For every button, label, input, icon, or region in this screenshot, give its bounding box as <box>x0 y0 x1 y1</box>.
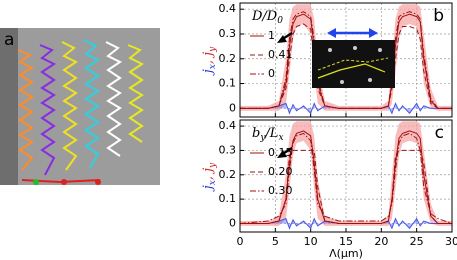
label-part: /L <box>263 126 278 141</box>
y-tick-label: 0 <box>229 216 236 229</box>
inset-track <box>317 63 386 79</box>
legend-title: D/D0 <box>251 9 283 26</box>
legend-label: 0.20 <box>268 165 293 178</box>
inset-dot <box>353 46 357 50</box>
trajectory <box>127 44 144 143</box>
subscript: y <box>259 133 266 143</box>
series-line <box>240 11 452 109</box>
x-tick-label: 0 <box>237 235 244 248</box>
legend-label: 0.41 <box>268 48 293 61</box>
plot-frame <box>239 2 453 118</box>
label-part: , <box>201 56 216 64</box>
plot-frame <box>239 119 453 233</box>
y-tick-label: 0 <box>229 101 236 114</box>
subscript: y <box>208 162 218 169</box>
inset-dot <box>368 78 372 82</box>
x-tick-label: 15 <box>339 235 353 248</box>
trajectory <box>83 39 100 169</box>
x-tick-label: 30 <box>445 235 457 248</box>
subscript: x <box>208 64 218 69</box>
marker <box>61 179 67 185</box>
label-part: j <box>201 69 216 76</box>
y-tick-label: 0.3 <box>219 143 237 156</box>
label-part: j <box>201 168 216 175</box>
label-part: j <box>201 52 216 59</box>
series-line <box>240 149 452 224</box>
legend-label: 0 <box>268 67 275 80</box>
panel-label: b <box>433 6 444 26</box>
trajectory <box>105 41 122 157</box>
x-axis-label: Λ(μm) <box>329 247 363 260</box>
trajectory <box>61 41 78 171</box>
y-tick-label: 0.1 <box>219 192 237 205</box>
y-tick-label: 0.3 <box>219 27 237 40</box>
y-axis-label: jx, jy <box>201 46 218 76</box>
inset <box>277 28 395 158</box>
legend-label: 0.30 <box>268 184 293 197</box>
inset-arrow-head <box>369 28 378 38</box>
x-tick-label: 5 <box>272 235 279 248</box>
y-tick-label: 0.4 <box>219 2 237 15</box>
y-tick-label: 0.4 <box>219 119 237 132</box>
marker <box>95 179 101 185</box>
label-part: j <box>201 185 216 192</box>
subscript: x <box>278 133 283 143</box>
subscript: x <box>208 180 218 185</box>
x-tick-label: 10 <box>304 235 318 248</box>
micrograph-edge <box>0 28 18 185</box>
legend-label: 0.15 <box>268 146 293 159</box>
band <box>240 121 452 226</box>
y-tick-label: 0.2 <box>219 168 237 181</box>
y-tick-label: 0.2 <box>219 52 237 65</box>
subscript: 0 <box>277 16 283 26</box>
pointer-arrow-head <box>277 150 287 158</box>
inset-dot <box>378 48 382 52</box>
trajectory <box>39 44 56 176</box>
subscript: y <box>208 46 218 53</box>
band <box>240 4 452 111</box>
series-line <box>239 132 453 224</box>
panel-label: a <box>4 30 14 50</box>
label-part: b <box>252 126 260 141</box>
trajectory <box>17 49 35 171</box>
marker <box>33 179 39 185</box>
x-tick-label: 20 <box>374 235 388 248</box>
panel-label: c <box>435 123 444 143</box>
label-part: D/D <box>251 9 278 24</box>
x-tick-label: 25 <box>410 235 424 248</box>
inset-arrow-head <box>327 28 336 38</box>
pointer-arrow-head <box>277 35 287 43</box>
legend-title: by/Lx <box>252 126 284 143</box>
panel-a-image: a <box>0 28 160 185</box>
inset-track <box>317 57 389 71</box>
series-line <box>240 23 452 109</box>
y-tick-label: 0.1 <box>219 77 237 90</box>
label-part: , <box>201 172 216 180</box>
y-axis-label: jx, jy <box>201 162 218 192</box>
inset-dot <box>328 48 332 52</box>
inset-dot <box>340 80 344 84</box>
legend-label: 1 <box>268 29 275 42</box>
